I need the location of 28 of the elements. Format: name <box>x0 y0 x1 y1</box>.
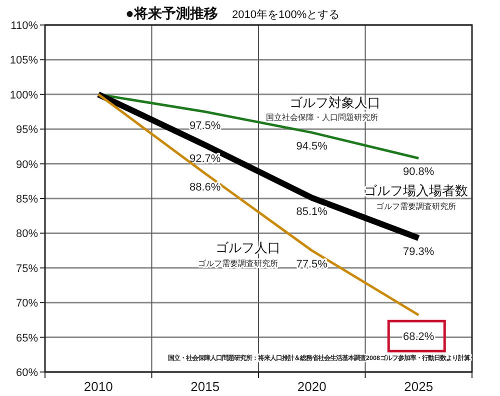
y-tick-label: 100% <box>10 89 38 102</box>
data-label: 94.5% <box>296 140 328 153</box>
y-tick-label: 105% <box>10 54 38 67</box>
y-tick-label: 70% <box>16 298 38 310</box>
data-label: 88.6% <box>190 182 221 194</box>
data-label: 77.5% <box>296 258 328 271</box>
data-label: 85.1% <box>296 206 328 218</box>
x-tick-label: 2025 <box>404 379 434 394</box>
data-label: 92.7% <box>190 153 221 166</box>
data-label: 97.5% <box>190 120 221 132</box>
annotation: ゴルフ需要調査研究所 <box>376 202 456 211</box>
chart-title: ●将来予測推移 <box>126 5 218 21</box>
y-tick-label: 90% <box>16 158 38 171</box>
data-label: 90.8% <box>403 166 434 178</box>
data-label: 79.3% <box>403 246 434 258</box>
chart-subtitle: 2010年を100%とする <box>232 9 340 21</box>
series-label: ゴルフ場入場者数 <box>364 183 468 198</box>
y-tick-label: 60% <box>16 367 38 379</box>
annotation: 68.2% <box>403 331 434 344</box>
y-tick-label: 85% <box>16 194 38 206</box>
y-tick-label: 95% <box>16 124 38 136</box>
y-tick-label: 65% <box>16 332 38 344</box>
y-tick-label: 110% <box>10 20 38 32</box>
y-tick-label: 75% <box>16 262 38 275</box>
y-tick-label: 80% <box>16 228 38 240</box>
x-tick-label: 2010 <box>84 379 113 394</box>
x-tick-label: 2015 <box>190 379 220 394</box>
x-tick-label: 2020 <box>297 379 326 394</box>
